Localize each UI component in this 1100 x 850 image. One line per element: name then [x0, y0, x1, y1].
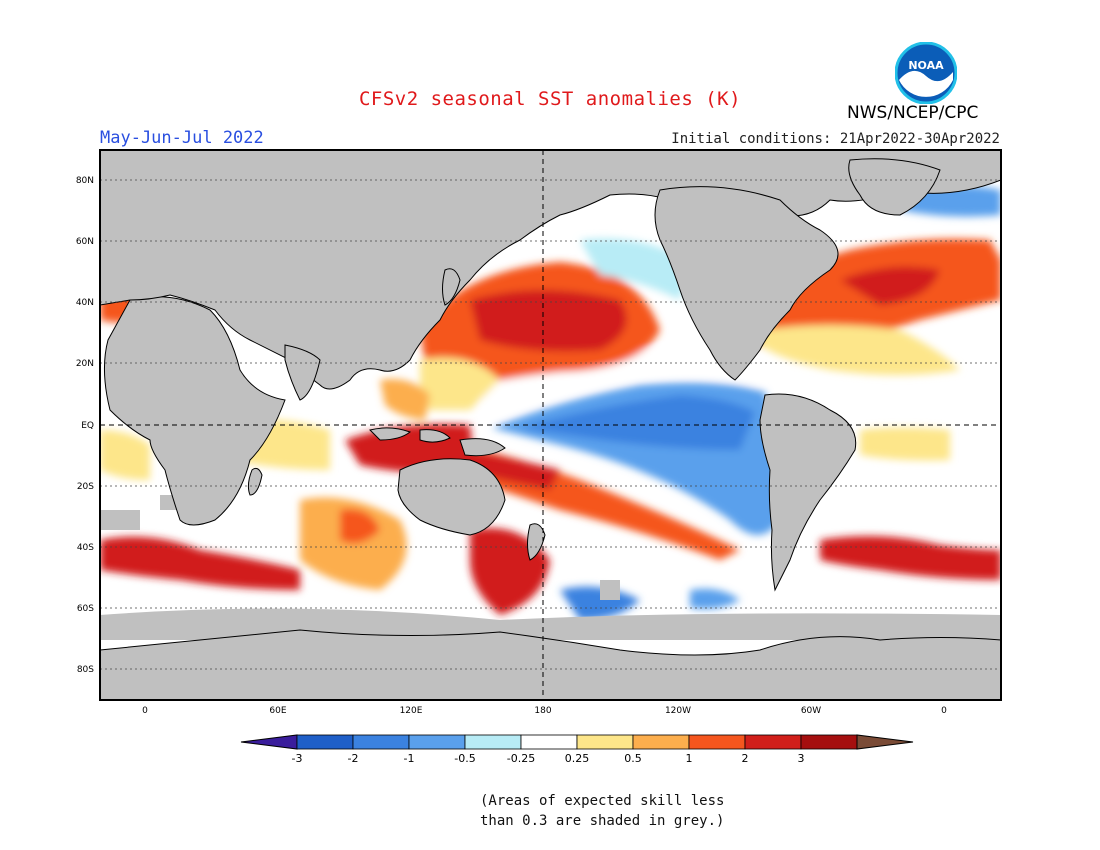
colorbar-min-arrow: [240, 734, 298, 750]
skill-note: (Areas of expected skill less than 0.3 a…: [480, 791, 724, 831]
anomaly-field: [100, 178, 1001, 620]
colorbar-swatch: [296, 734, 354, 750]
colorbar: -3 -2 -1 -0.5 -0.25 0.25 0.5 1 2 3: [240, 734, 914, 765]
colorbar-swatch: [800, 734, 858, 750]
colorbar-tick-label: 0.25: [565, 752, 590, 765]
lon-label: 120E: [400, 706, 423, 716]
graticule: [100, 179, 1001, 670]
colorbar-tick-label: -3: [292, 752, 303, 765]
colorbar-swatch: [520, 734, 578, 750]
colorbar-tick-label: -0.5: [454, 752, 475, 765]
lat-label: 60S: [77, 604, 94, 614]
latitude-labels: 80N 60N 40N 20N EQ 20S 40S 60S 80S: [76, 176, 94, 675]
map-title: CFSv2 seasonal SST anomalies (K): [358, 88, 742, 110]
lon-label: 120W: [665, 706, 691, 716]
colorbar-tick-label: 2: [742, 752, 749, 765]
colorbar-tick-label: -2: [348, 752, 359, 765]
lat-label: 20S: [77, 482, 94, 492]
longitude-labels: 0 60E 120E 180 120W 60W 0: [142, 706, 947, 716]
agency-label: NWS/NCEP/CPC: [847, 103, 979, 123]
colorbar-tick-label: 3: [798, 752, 805, 765]
noaa-logo-text: NOAA: [908, 59, 944, 72]
lat-label: 80N: [76, 176, 94, 186]
colorbar-tick-label: -1: [404, 752, 415, 765]
colorbar-swatch: [688, 734, 746, 750]
colorbar-tick-label: -0.25: [507, 752, 535, 765]
lat-label: 40S: [77, 543, 94, 553]
colorbar-swatch: [632, 734, 690, 750]
lat-label: 60N: [76, 237, 94, 247]
noaa-logo: NOAA: [895, 42, 957, 104]
lat-label: EQ: [81, 421, 94, 431]
colorbar-swatch: [464, 734, 522, 750]
lat-label: 40N: [76, 298, 94, 308]
lon-label: 60W: [801, 706, 821, 716]
colorbar-tick-label: 0.5: [624, 752, 642, 765]
colorbar-tick-label: 1: [686, 752, 693, 765]
map-frame: [99, 149, 1002, 701]
colorbar-swatch: [408, 734, 466, 750]
lon-label: 180: [534, 706, 551, 716]
season-label: May-Jun-Jul 2022: [100, 128, 264, 148]
skill-note-line: (Areas of expected skill less: [480, 793, 725, 809]
colorbar-max-arrow: [856, 734, 914, 750]
land-masses: [100, 150, 1001, 700]
lon-label: 0: [941, 706, 947, 716]
colorbar-swatch: [576, 734, 634, 750]
lon-label: 60E: [269, 706, 286, 716]
colorbar-swatch: [352, 734, 410, 750]
lat-label: 80S: [77, 665, 94, 675]
initial-conditions-label: Initial conditions: 21Apr2022-30Apr2022: [671, 131, 1000, 147]
lat-label: 20N: [76, 359, 94, 369]
skill-note-line: than 0.3 are shaded in grey.): [480, 813, 725, 829]
lon-label: 0: [142, 706, 148, 716]
colorbar-swatch: [744, 734, 802, 750]
